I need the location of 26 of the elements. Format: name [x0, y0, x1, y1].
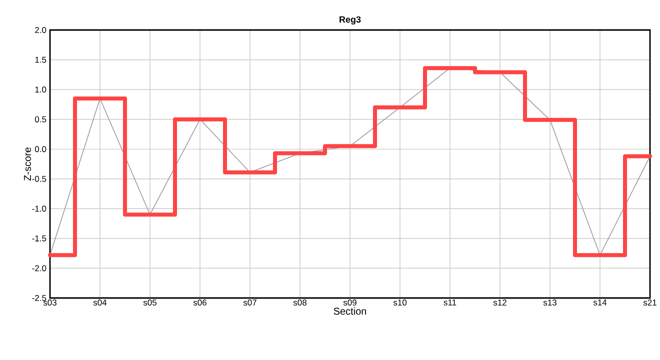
y-tick-label: -1.5: [32, 235, 46, 242]
y-tick-label: 1.0: [35, 86, 46, 93]
y-tick-label: -0.5: [32, 176, 46, 182]
x-tick-label: s12: [493, 300, 506, 306]
x-tick-label: s09: [343, 300, 356, 306]
x-tick-label: s07: [243, 300, 256, 306]
x-axis-title: Section: [334, 307, 366, 315]
y-tick-label: 1.5: [35, 56, 46, 63]
x-tick-label: s03: [43, 300, 56, 306]
x-tick-label: s06: [193, 300, 206, 306]
x-tick-label: s14: [593, 300, 607, 306]
y-tick-label: 2.0: [35, 26, 46, 34]
x-tick-label: s08: [293, 300, 306, 306]
x-tick-label: s04: [93, 300, 107, 306]
x-tick-label: s05: [143, 300, 156, 306]
x-tick-label: s10: [393, 300, 407, 306]
y-tick-label: -2.0: [32, 265, 46, 272]
x-tick-label: s11: [444, 300, 456, 306]
x-tick-label: s21: [643, 300, 656, 306]
y-tick-label: -1.0: [32, 206, 46, 212]
chart-title: Reg3: [340, 16, 361, 25]
y-tick-label: 0.5: [34, 116, 46, 122]
x-tick-label: s13: [543, 300, 556, 306]
y-tick-label: -2.5: [32, 294, 46, 302]
y-axis-title: Z-score: [24, 147, 31, 181]
y-tick-label: 0.0: [34, 146, 46, 152]
